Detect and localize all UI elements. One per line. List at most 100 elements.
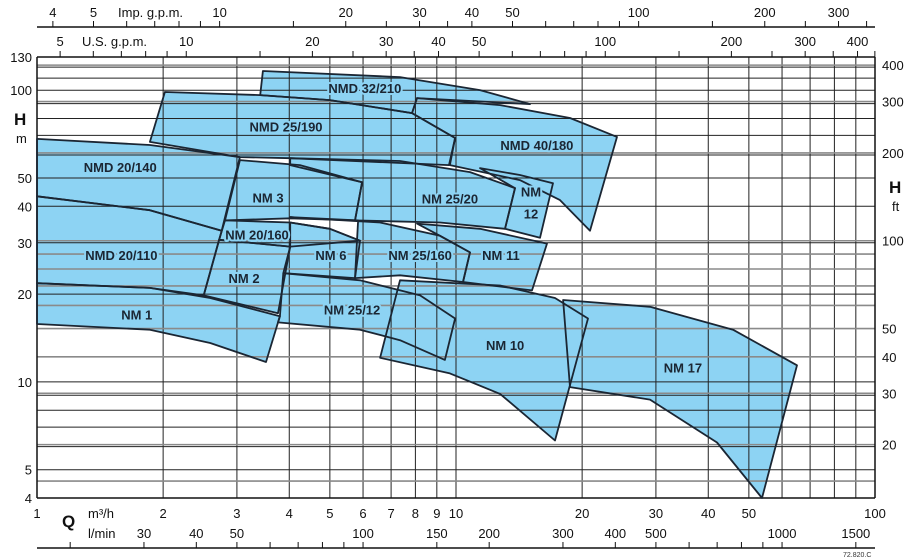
region-fill-nm-25-20 xyxy=(290,158,515,229)
x-tick-label-us-gpm: 100 xyxy=(594,34,616,49)
region-labels: NMD 32/210 NMD 40/180 NMD 25/190 NMD 20/140… xyxy=(82,79,704,377)
x-tick-label-m3h: 8 xyxy=(412,506,419,521)
x-tick-label-lmin: 100 xyxy=(352,526,374,541)
region-fill-nm-3 xyxy=(225,160,363,221)
document-code: 72.820.C xyxy=(843,552,871,559)
x-tick-label-us-gpm: 200 xyxy=(721,34,743,49)
x-tick-label-us-gpm: 300 xyxy=(794,34,816,49)
y-tick-label-m: 130 xyxy=(10,50,32,65)
x-tick-label-imp-gpm: 40 xyxy=(465,5,479,20)
x-tick-label-m3h: 4 xyxy=(286,506,293,521)
x-tick-label-lmin: 150 xyxy=(426,526,448,541)
region-fill-nmd-25-190 xyxy=(149,92,456,166)
x-tick-label-lmin: 50 xyxy=(230,526,244,541)
x-tick-label-imp-gpm: 100 xyxy=(628,5,650,20)
grid xyxy=(36,56,876,499)
region-label: NM 1 xyxy=(121,308,152,323)
x-tick-label-us-gpm: 400 xyxy=(847,34,869,49)
y-tick-label-m: 5 xyxy=(25,463,32,478)
x-tick-label-imp-gpm: 10 xyxy=(212,5,226,20)
x-tick-label-lmin: 1000 xyxy=(768,526,797,541)
x-tick-label-lmin: 200 xyxy=(478,526,500,541)
region-label: NMD 20/140 xyxy=(84,160,157,175)
us-gpm-unit: U.S. g.p.m. xyxy=(82,34,147,49)
x-tick-label-imp-gpm: 4 xyxy=(49,5,56,20)
x-axis-unit-m3h: m³/h xyxy=(88,506,114,521)
y-tick-label-m: 50 xyxy=(18,171,32,186)
region-outline-nmd-25-190 xyxy=(148,91,457,167)
y-axis-symbol-right: H xyxy=(889,178,901,197)
x-tick-label-m3h: 1 xyxy=(33,506,40,521)
x-tick-label-us-gpm: 10 xyxy=(179,34,193,49)
region-fill-nmd-20-140 xyxy=(37,138,240,231)
region-fill-nm-12 xyxy=(480,168,553,238)
x-tick-label-m3h: 100 xyxy=(864,506,886,521)
x-tick-label-m3h: 3 xyxy=(233,506,240,521)
region-fill-nm-17 xyxy=(563,300,797,498)
x-tick-label-us-gpm: 5 xyxy=(57,34,64,49)
region-label: NMD 32/210 xyxy=(328,81,401,96)
x-tick-label-m3h: 40 xyxy=(701,506,715,521)
x-tick-label-lmin: 1500 xyxy=(841,526,870,541)
region-label: NM xyxy=(521,184,541,199)
y-tick-label-m: 40 xyxy=(18,199,32,214)
region-fill-nmd-32-210 xyxy=(260,71,530,114)
axes: Imp. g.p.m. U.S. g.p.m. H m H ft Q m³/h … xyxy=(10,5,903,559)
x-tick-label-imp-gpm: 5 xyxy=(90,5,97,20)
region-fill-nm-10 xyxy=(380,280,588,441)
region-fill-nmd-40-180 xyxy=(412,98,617,231)
y-tick-label-ft: 50 xyxy=(882,322,896,337)
y-axis-symbol-left: H xyxy=(14,110,26,129)
x-tick-label-m3h: 30 xyxy=(649,506,663,521)
region-fill-nm-6 xyxy=(283,222,360,279)
x-tick-label-m3h: 6 xyxy=(359,506,366,521)
region-outline-nm-25-20 xyxy=(289,157,516,230)
region-outline-nm-10 xyxy=(379,279,589,442)
y-tick-label-ft: 40 xyxy=(882,350,896,365)
region-outline-nm-1 xyxy=(36,282,281,363)
region-outline-nm-2 xyxy=(202,238,292,315)
x-tick-label-m3h: 2 xyxy=(160,506,167,521)
region-fills xyxy=(37,71,797,498)
y-tick-label-m: 30 xyxy=(18,236,32,251)
y-axis-unit-left: m xyxy=(16,131,27,146)
x-tick-label-us-gpm: 50 xyxy=(472,34,486,49)
x-tick-label-lmin: 300 xyxy=(552,526,574,541)
region-outline-nm-12 xyxy=(479,167,554,239)
x-tick-label-imp-gpm: 20 xyxy=(339,5,353,20)
region-label: NM 3 xyxy=(253,190,284,205)
y-tick-label-ft: 200 xyxy=(882,146,904,161)
x-axis-unit-lmin: l/min xyxy=(88,526,115,541)
y-tick-label-ft: 100 xyxy=(882,234,904,249)
x-tick-label-m3h: 5 xyxy=(326,506,333,521)
region-label: 12 xyxy=(524,206,538,221)
y-axis-unit-right: ft xyxy=(892,199,900,214)
y-tick-label-m: 20 xyxy=(18,287,32,302)
region-label: NM 25/12 xyxy=(324,303,380,318)
y-tick-label-m: 100 xyxy=(10,83,32,98)
x-tick-label-lmin: 500 xyxy=(645,526,667,541)
x-tick-label-imp-gpm: 30 xyxy=(412,5,426,20)
x-tick-label-us-gpm: 20 xyxy=(305,34,319,49)
y-tick-label-ft: 20 xyxy=(882,438,896,453)
region-fill-nm-2 xyxy=(203,239,291,314)
region-label: NM 6 xyxy=(315,248,346,263)
x-tick-label-lmin: 400 xyxy=(604,526,626,541)
region-label: NM 25/20 xyxy=(422,191,478,206)
region-fill-nmd-20-110 xyxy=(37,196,222,296)
region-outline-nm-17 xyxy=(562,299,798,499)
x-tick-label-lmin: 40 xyxy=(189,526,203,541)
region-fill-nm-1 xyxy=(37,283,280,362)
x-tick-label-m3h: 9 xyxy=(433,506,440,521)
region-label: NM 10 xyxy=(486,338,524,353)
y-tick-label-ft: 300 xyxy=(882,95,904,110)
region-label: NMD 25/190 xyxy=(250,120,323,135)
region-label: NM 11 xyxy=(482,248,520,263)
x-tick-label-lmin: 30 xyxy=(137,526,151,541)
region-label: NM 20/160 xyxy=(225,228,289,243)
region-outlines xyxy=(36,70,798,499)
x-axis-symbol: Q xyxy=(62,512,75,531)
imp-gpm-unit: Imp. g.p.m. xyxy=(118,5,183,20)
x-tick-label-us-gpm: 40 xyxy=(431,34,445,49)
x-tick-label-m3h: 10 xyxy=(449,506,463,521)
